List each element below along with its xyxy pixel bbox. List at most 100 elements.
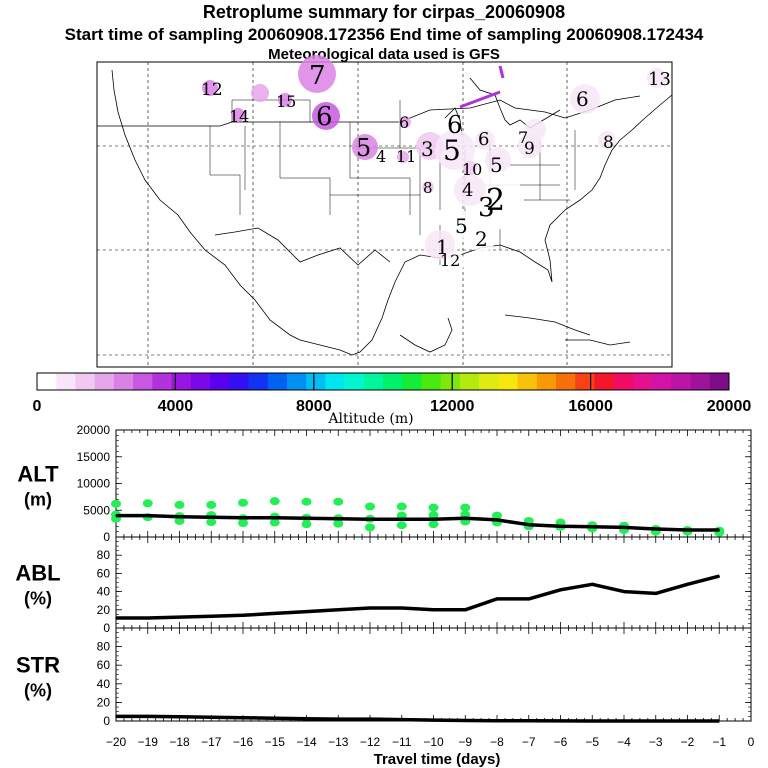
plume-label: 5 <box>443 134 461 167</box>
particle-point <box>238 519 248 528</box>
particle-point <box>238 498 248 507</box>
series-point <box>432 518 435 521</box>
series-point <box>400 718 403 721</box>
series-point <box>591 583 594 586</box>
plume-label: 6 <box>447 111 462 139</box>
plume-circle <box>202 80 218 96</box>
plume-label: 8 <box>603 133 614 153</box>
x-tick-label: −3 <box>649 735 663 749</box>
plume-label: 12 <box>440 251 460 270</box>
x-tick-label: −8 <box>490 735 504 749</box>
series-point <box>337 518 340 520</box>
series-line <box>116 574 720 620</box>
series-point <box>464 609 467 611</box>
plume-circle <box>524 119 546 141</box>
series-point <box>496 519 498 521</box>
particle-point <box>365 523 375 532</box>
panel-label-units: (m) <box>24 490 52 510</box>
x-tick-label: −15 <box>265 735 286 749</box>
plume-track <box>498 65 505 79</box>
particle-point <box>174 500 185 509</box>
series-point <box>178 515 181 518</box>
state-boundaries <box>209 99 576 265</box>
y-tick-label: 20 <box>97 695 111 709</box>
series-point <box>242 516 244 519</box>
plume-label: 11 <box>396 147 416 166</box>
y-tick-label: 20 <box>97 603 111 617</box>
series-point <box>305 610 308 613</box>
map-frame <box>96 61 673 368</box>
particle-point <box>142 499 153 508</box>
series-point <box>623 720 625 722</box>
y-tick-label: 0 <box>103 621 110 635</box>
panel-label: ABL <box>15 561 60 586</box>
colorbar-swatch <box>383 373 403 390</box>
sampling-times: Start time of sampling 20060908.172356 E… <box>64 25 704 44</box>
series-point <box>178 716 181 718</box>
colorbar-swatch <box>37 373 57 390</box>
y-tick-label: 60 <box>97 658 111 672</box>
plume-circle <box>312 102 340 130</box>
series-point <box>559 525 562 528</box>
series-point <box>242 614 244 617</box>
series-point <box>527 523 530 526</box>
plume-circles <box>202 55 667 272</box>
plume-label: 4 <box>462 180 473 201</box>
series-point <box>718 575 721 577</box>
colorbar-swatch <box>286 373 307 390</box>
plume-circle <box>454 174 486 206</box>
series-point <box>686 720 689 722</box>
colorbar-label: Altitude (m) <box>327 411 413 427</box>
plume-label: 13 <box>648 84 650 86</box>
colorbar-swatch <box>190 373 211 390</box>
x-tick-label: −11 <box>392 735 412 749</box>
plume-circle <box>435 130 475 170</box>
series-line <box>116 714 720 723</box>
x-tick-label: −13 <box>328 735 349 749</box>
particle-point <box>301 497 312 506</box>
plume-circle <box>485 147 511 173</box>
colorbar-swatch <box>113 373 134 390</box>
colorbar-swatch <box>709 373 730 390</box>
plume-circle <box>445 252 465 272</box>
x-tick-label: −20 <box>106 735 127 749</box>
plume-label: 7 <box>518 128 528 147</box>
x-tick-label: −4 <box>617 735 631 749</box>
particle-point <box>269 497 280 506</box>
series-point <box>242 716 244 719</box>
plume-circle <box>570 84 600 114</box>
colorbar-swatch <box>440 373 461 390</box>
plume-label: 7 <box>309 61 326 91</box>
plume-label: 3 <box>478 193 495 223</box>
y-tick-label: 80 <box>97 548 111 562</box>
colorbar-swatch <box>479 373 499 390</box>
plume-circle <box>397 151 409 163</box>
series-point <box>115 514 117 517</box>
y-tick-label: 40 <box>97 585 111 599</box>
y-tick-label: 15000 <box>77 450 111 464</box>
colorbar-tick-label: 12000 <box>430 398 475 415</box>
panel-label: STR <box>16 653 60 678</box>
y-tick-label: 40 <box>97 677 111 691</box>
series-point <box>273 612 276 615</box>
colorbar-tick-label: 16000 <box>568 398 613 415</box>
series-point <box>305 717 308 720</box>
series-point <box>623 526 625 529</box>
colorbar-swatch <box>325 373 345 390</box>
particle-point <box>301 520 312 529</box>
plume-circle <box>422 181 434 193</box>
plume-circle <box>425 230 455 260</box>
chart-title: Retroplume summary for cirpas_20060908 <box>202 2 566 22</box>
series-point <box>432 719 435 721</box>
x-tick-label: −17 <box>201 735 222 749</box>
series-point <box>527 720 530 722</box>
plume-map: 7 13 12 15 14 6 6 5 4 11 6 5 3 2 6 5 9 6… <box>96 55 673 368</box>
x-tick-label: −12 <box>360 735 381 749</box>
colorbar-swatch <box>267 373 288 390</box>
particle-point <box>460 510 471 519</box>
panel-frame <box>115 627 752 722</box>
series-point <box>115 715 117 718</box>
colorbar-swatch <box>75 373 96 390</box>
plume-circle <box>231 108 245 122</box>
